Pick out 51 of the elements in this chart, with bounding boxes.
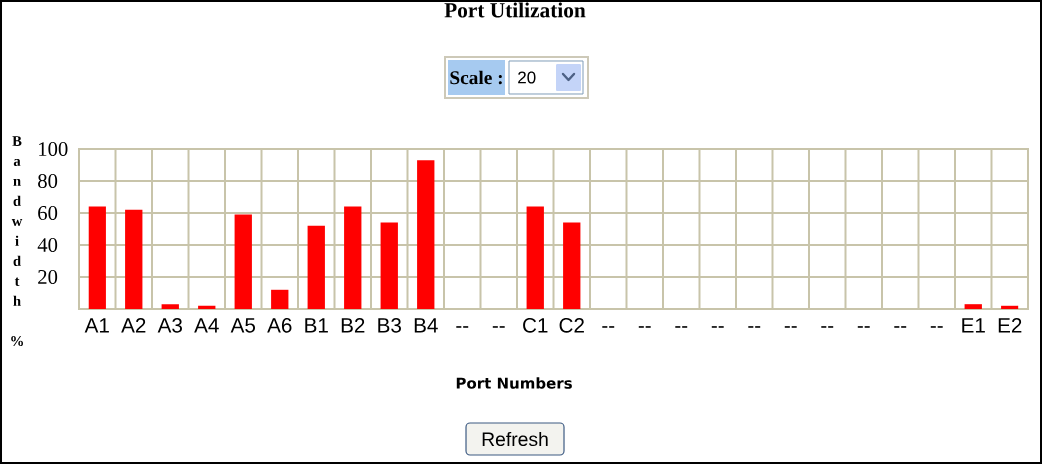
bar [198, 305, 216, 309]
x-tick-label: C1 [523, 318, 548, 333]
x-tick-label: -- [821, 326, 834, 328]
bar [307, 225, 325, 309]
text: 20 [518, 71, 536, 84]
x-tick-label: A3 [157, 318, 182, 333]
bar [271, 289, 289, 309]
x-tick-label: -- [857, 326, 870, 328]
x-tick-label: -- [602, 326, 615, 328]
x-tick-label: -- [492, 326, 505, 328]
bar [964, 304, 982, 309]
bar [234, 214, 252, 309]
bar [88, 206, 106, 309]
x-tick-label: A5 [230, 318, 256, 333]
x-tick-label: E1 [962, 318, 985, 333]
x-tick-label: -- [675, 326, 688, 328]
x-tick-label: C2 [559, 318, 584, 333]
bar [526, 206, 544, 309]
text: Scale : [450, 70, 502, 85]
x-tick-label: A2 [121, 318, 146, 333]
x-tick-label: B4 [414, 318, 438, 333]
bar [380, 222, 398, 309]
x-tick-label: A6 [267, 318, 292, 333]
bar [563, 222, 581, 309]
x-tick-label: E2 [998, 318, 1022, 333]
x-tick-label: -- [638, 326, 651, 328]
x-tick-label: B3 [378, 318, 401, 333]
bar [125, 209, 143, 309]
y-tick-label: 100 [39, 142, 68, 156]
x-axis-title: Port Numbers [456, 377, 572, 389]
y-tick-label: 80 [38, 174, 58, 188]
bar [344, 206, 362, 309]
bar [161, 304, 179, 309]
x-tick-label: -- [894, 326, 907, 328]
chart-title: Port Utilization [444, 2, 586, 18]
x-tick-label: -- [930, 326, 943, 328]
y-tick-label: 20 [38, 270, 58, 284]
x-tick-label: -- [456, 326, 469, 328]
x-tick-label: A4 [194, 318, 219, 333]
x-tick-label: B1 [305, 318, 328, 333]
x-tick-label: -- [748, 326, 761, 328]
x-tick-label: -- [711, 326, 724, 328]
bar [417, 160, 435, 309]
text: Refresh [482, 431, 548, 447]
bar [1001, 305, 1019, 309]
x-tick-label: B2 [341, 318, 365, 333]
y-tick-label: 40 [37, 238, 58, 252]
x-tick-label: A1 [84, 318, 109, 333]
x-tick-label: -- [784, 326, 797, 328]
text: Bandwidth % [11, 136, 23, 347]
y-tick-label: 60 [38, 206, 58, 220]
